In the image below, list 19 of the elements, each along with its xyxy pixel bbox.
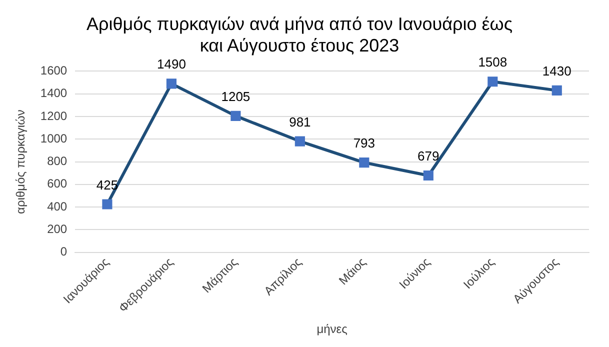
data-label: 981 <box>289 114 311 130</box>
x-axis-title: μήνες <box>316 322 348 336</box>
y-tick-label: 0 <box>60 244 68 259</box>
chart-title: Αριθμός πυρκαγιών ανά μήνα από τον Ιανουάριο έως και Αύγουστο έτους 2023 <box>86 14 513 56</box>
y-tick-label: 1000 <box>40 131 68 146</box>
y-tick-label: 1600 <box>40 64 68 78</box>
y-tick-label: 600 <box>47 176 68 191</box>
data-label: 1430 <box>542 64 572 79</box>
y-tick-label: 200 <box>47 222 68 236</box>
y-tick-label: 1200 <box>40 108 68 123</box>
y-tick-label: 1400 <box>40 86 68 100</box>
data-label: 679 <box>418 148 440 164</box>
y-tick-label: 800 <box>47 154 68 168</box>
y-axis-title: αριθμός πυρκαγιών <box>14 110 28 214</box>
data-label: 1490 <box>156 56 186 72</box>
data-label: 1508 <box>478 54 508 70</box>
data-label: 793 <box>353 136 376 151</box>
data-label: 1205 <box>221 89 250 104</box>
y-tick-label: 400 <box>47 199 68 214</box>
